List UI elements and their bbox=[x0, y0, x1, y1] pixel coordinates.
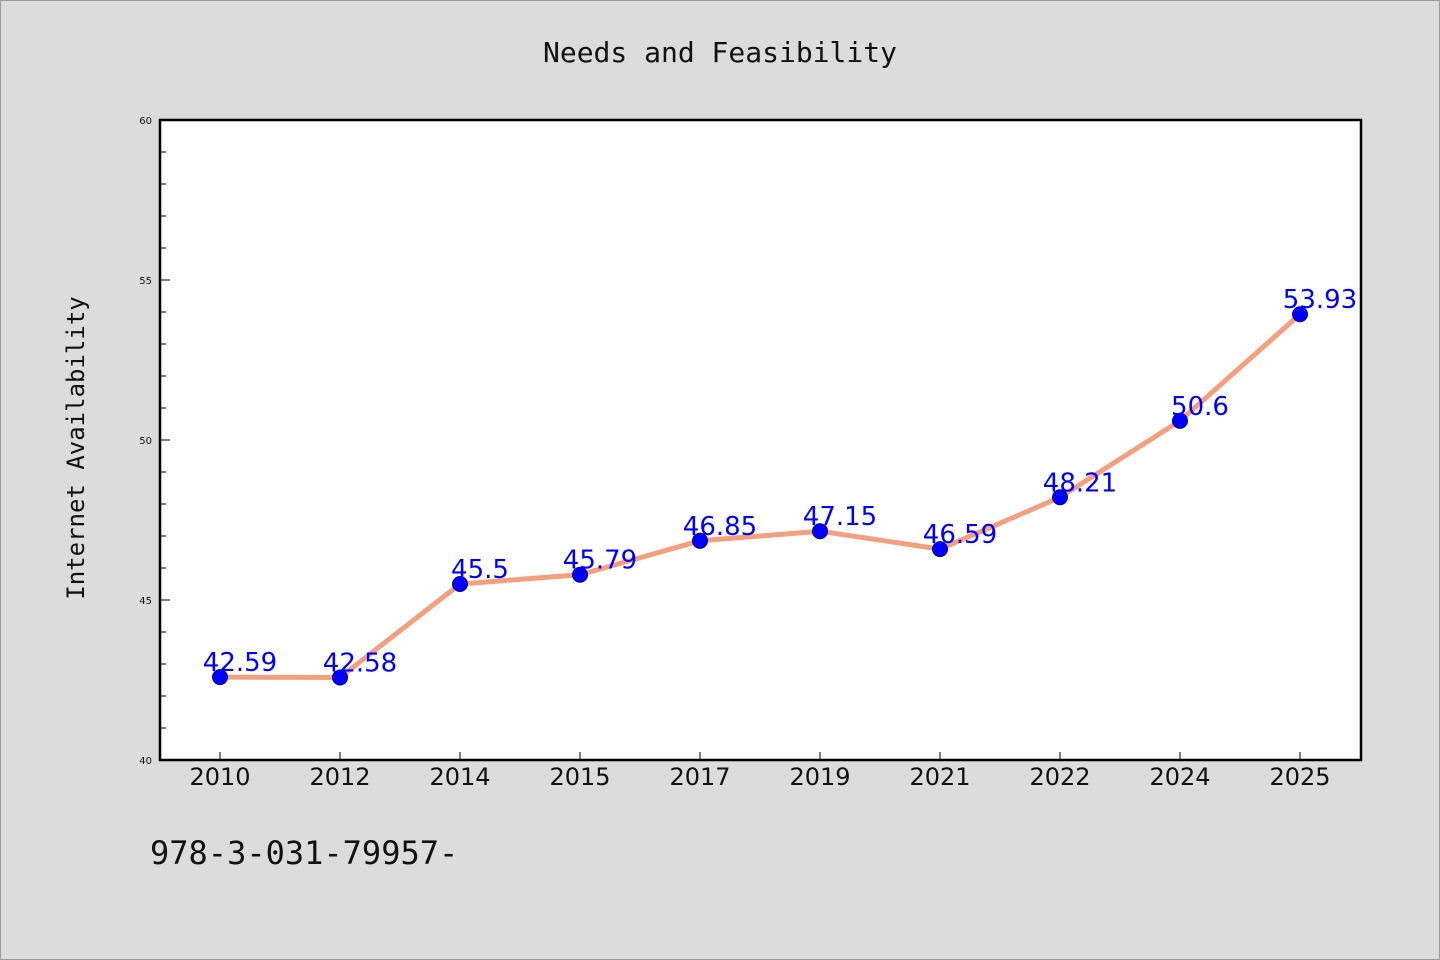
data-label: 45.5 bbox=[451, 555, 509, 585]
y-tick-label: 45 bbox=[139, 596, 152, 607]
data-label: 53.93 bbox=[1283, 285, 1357, 315]
series-group: 42.59 42.58 45.5 45.79 46.85 47.15 46.59 48.21 5… bbox=[203, 285, 1357, 686]
data-point bbox=[452, 576, 468, 592]
chart-title: Needs and Feasibility bbox=[543, 36, 897, 69]
data-label: 46.59 bbox=[923, 520, 997, 550]
data-label: 48.21 bbox=[1043, 468, 1117, 498]
x-tick-label: 2017 bbox=[669, 763, 730, 791]
x-tick-label: 2010 bbox=[189, 763, 250, 791]
data-point bbox=[692, 532, 708, 549]
y-axis: 40 45 50 55 60 bbox=[139, 116, 170, 767]
x-axis: 2010 2012 2014 2015 2017 2019 2021 2022 2024 2025 bbox=[189, 752, 1331, 791]
x-tick-label: 2014 bbox=[429, 763, 490, 791]
data-label: 47.15 bbox=[803, 502, 877, 532]
footer-isbn-text: 978-3-031-79957- bbox=[150, 834, 458, 872]
x-tick-label: 2015 bbox=[549, 763, 610, 791]
data-point bbox=[332, 669, 348, 686]
data-point bbox=[1292, 306, 1308, 323]
y-axis-label: Internet Availability bbox=[62, 296, 90, 599]
y-tick-label: 40 bbox=[139, 756, 152, 767]
y-tick-label: 50 bbox=[139, 436, 152, 447]
data-label: 42.59 bbox=[203, 648, 277, 678]
x-tick-label: 2019 bbox=[789, 763, 850, 791]
data-label: 45.79 bbox=[563, 546, 637, 576]
y-tick-label: 55 bbox=[139, 276, 152, 287]
data-label: 50.6 bbox=[1171, 392, 1229, 422]
data-point bbox=[572, 566, 588, 583]
data-point bbox=[1172, 412, 1188, 429]
data-label: 46.85 bbox=[683, 512, 757, 542]
x-tick-label: 2022 bbox=[1029, 763, 1090, 791]
data-point bbox=[812, 523, 828, 540]
data-point bbox=[932, 541, 948, 558]
series-line bbox=[217, 311, 1303, 680]
data-point bbox=[1052, 489, 1068, 506]
data-label: 42.58 bbox=[323, 648, 397, 678]
data-point bbox=[212, 669, 228, 686]
x-tick-label: 2024 bbox=[1149, 763, 1210, 791]
x-tick-label: 2025 bbox=[1269, 763, 1330, 791]
x-tick-label: 2021 bbox=[909, 763, 970, 791]
plot-area bbox=[158, 118, 1363, 762]
y-tick-label: 60 bbox=[139, 116, 152, 127]
x-tick-label: 2012 bbox=[309, 763, 370, 791]
